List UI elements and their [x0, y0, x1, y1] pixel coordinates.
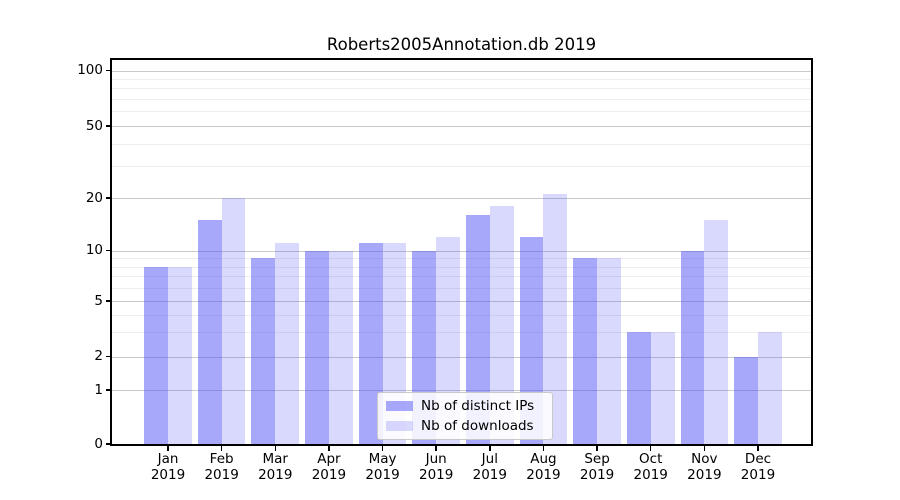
gridline-major: [112, 301, 811, 302]
y-tick-label: 0: [94, 435, 103, 452]
bar-downloads-jan-2019: [168, 266, 192, 444]
bar-distinct-ips-sep-2019: [573, 258, 598, 444]
x-tick-mark: [703, 446, 706, 451]
bar-downloads-sep-2019: [597, 258, 621, 444]
y-tick-mark: [106, 389, 112, 391]
gridline-minor: [112, 287, 811, 289]
x-tick-label: Aug 2019: [526, 451, 561, 483]
gridline-major: [112, 70, 811, 72]
legend-label-distinct-ips: Nb of distinct IPs: [421, 398, 535, 414]
gridline-minor: [112, 111, 811, 113]
bar-distinct-ips-feb-2019: [197, 219, 222, 444]
legend-entry-downloads: Nb of downloads: [386, 418, 544, 434]
gridline-major: [112, 250, 811, 252]
y-tick-label: 5: [94, 292, 103, 309]
x-tick-label: Jan 2019: [150, 451, 186, 483]
x-tick-label: Sep 2019: [579, 451, 615, 483]
legend-swatch-downloads: [386, 421, 413, 431]
bar-distinct-ips-mar-2019: [251, 258, 276, 444]
gridline-minor: [112, 78, 811, 80]
legend-entry-distinct-ips: Nb of distinct IPs: [386, 398, 544, 414]
x-tick-mark: [435, 446, 437, 451]
gridline-minor: [112, 314, 811, 316]
gridline-minor: [112, 258, 811, 260]
bar-downloads-jul-2019: [489, 205, 514, 444]
x-tick-mark: [596, 446, 598, 451]
plot-area: Nb of distinct IPs Nb of downloads: [110, 58, 813, 446]
bar-downloads-oct-2019: [650, 331, 675, 444]
bar-downloads-apr-2019: [328, 250, 353, 444]
gridline-minor: [112, 88, 811, 90]
x-tick-mark: [328, 446, 330, 451]
y-tick-label: 100: [77, 62, 103, 78]
x-tick-label: Nov 2019: [687, 451, 722, 483]
gridline-minor: [112, 143, 811, 145]
bar-distinct-ips-oct-2019: [626, 331, 651, 444]
gridline-major: [112, 126, 811, 127]
bar-distinct-ips-nov-2019: [680, 250, 705, 444]
bar-downloads-feb-2019: [221, 198, 246, 444]
x-tick-label: Dec 2019: [740, 451, 776, 483]
bar-downloads-mar-2019: [275, 243, 300, 444]
gridline-major: [112, 198, 811, 199]
y-tick-label: 10: [85, 242, 103, 258]
chart-title: Roberts2005Annotation.db 2019: [326, 35, 597, 54]
legend-swatch-distinct-ips: [386, 401, 413, 411]
bar-distinct-ips-may-2019: [358, 243, 383, 444]
y-tick-mark: [106, 443, 112, 445]
bar-downloads-aug-2019: [543, 194, 568, 444]
x-tick-label: Oct 2019: [633, 451, 668, 483]
y-tick-label: 20: [85, 189, 103, 206]
y-tick-mark: [106, 300, 112, 302]
y-tick-mark: [106, 355, 112, 358]
x-tick-label: Mar 2019: [258, 451, 293, 483]
legend: Nb of distinct IPs Nb of downloads: [377, 392, 553, 440]
y-tick-mark: [106, 69, 112, 72]
x-tick-mark: [542, 446, 545, 451]
gridline-minor: [112, 166, 811, 168]
gridline-major: [112, 390, 811, 391]
axes-frame: [110, 58, 813, 446]
x-tick-mark: [489, 446, 491, 451]
gridline-minor: [112, 99, 811, 101]
x-tick-label: Jun 2019: [418, 451, 454, 483]
y-tick-mark: [106, 125, 112, 127]
bar-distinct-ips-jul-2019: [466, 214, 490, 444]
x-tick-mark: [220, 446, 223, 451]
y-tick-mark: [106, 249, 112, 252]
x-tick-mark: [381, 446, 384, 451]
gridline-minor: [112, 266, 811, 268]
legend-label-downloads: Nb of downloads: [421, 418, 534, 434]
gridline-major: [112, 356, 811, 358]
y-tick-mark: [106, 197, 112, 199]
bar-distinct-ips-apr-2019: [305, 250, 329, 444]
x-tick-label: Jul 2019: [472, 451, 507, 483]
bar-distinct-ips-dec-2019: [734, 356, 758, 444]
x-tick-mark: [757, 446, 759, 451]
x-tick-mark: [274, 446, 277, 451]
x-tick-mark: [649, 446, 652, 451]
x-tick-label: Apr 2019: [311, 451, 347, 483]
gridline-minor: [112, 331, 811, 333]
gridline-minor: [112, 276, 811, 278]
y-tick-label: 1: [94, 381, 103, 398]
y-tick-label: 2: [94, 348, 103, 364]
y-tick-label: 50: [85, 117, 103, 134]
x-tick-label: Feb 2019: [204, 451, 239, 483]
x-tick-mark: [167, 446, 169, 451]
bar-distinct-ips-jan-2019: [144, 266, 168, 444]
x-tick-label: May 2019: [365, 451, 400, 483]
bar-downloads-nov-2019: [704, 219, 729, 444]
bar-downloads-dec-2019: [757, 331, 782, 444]
